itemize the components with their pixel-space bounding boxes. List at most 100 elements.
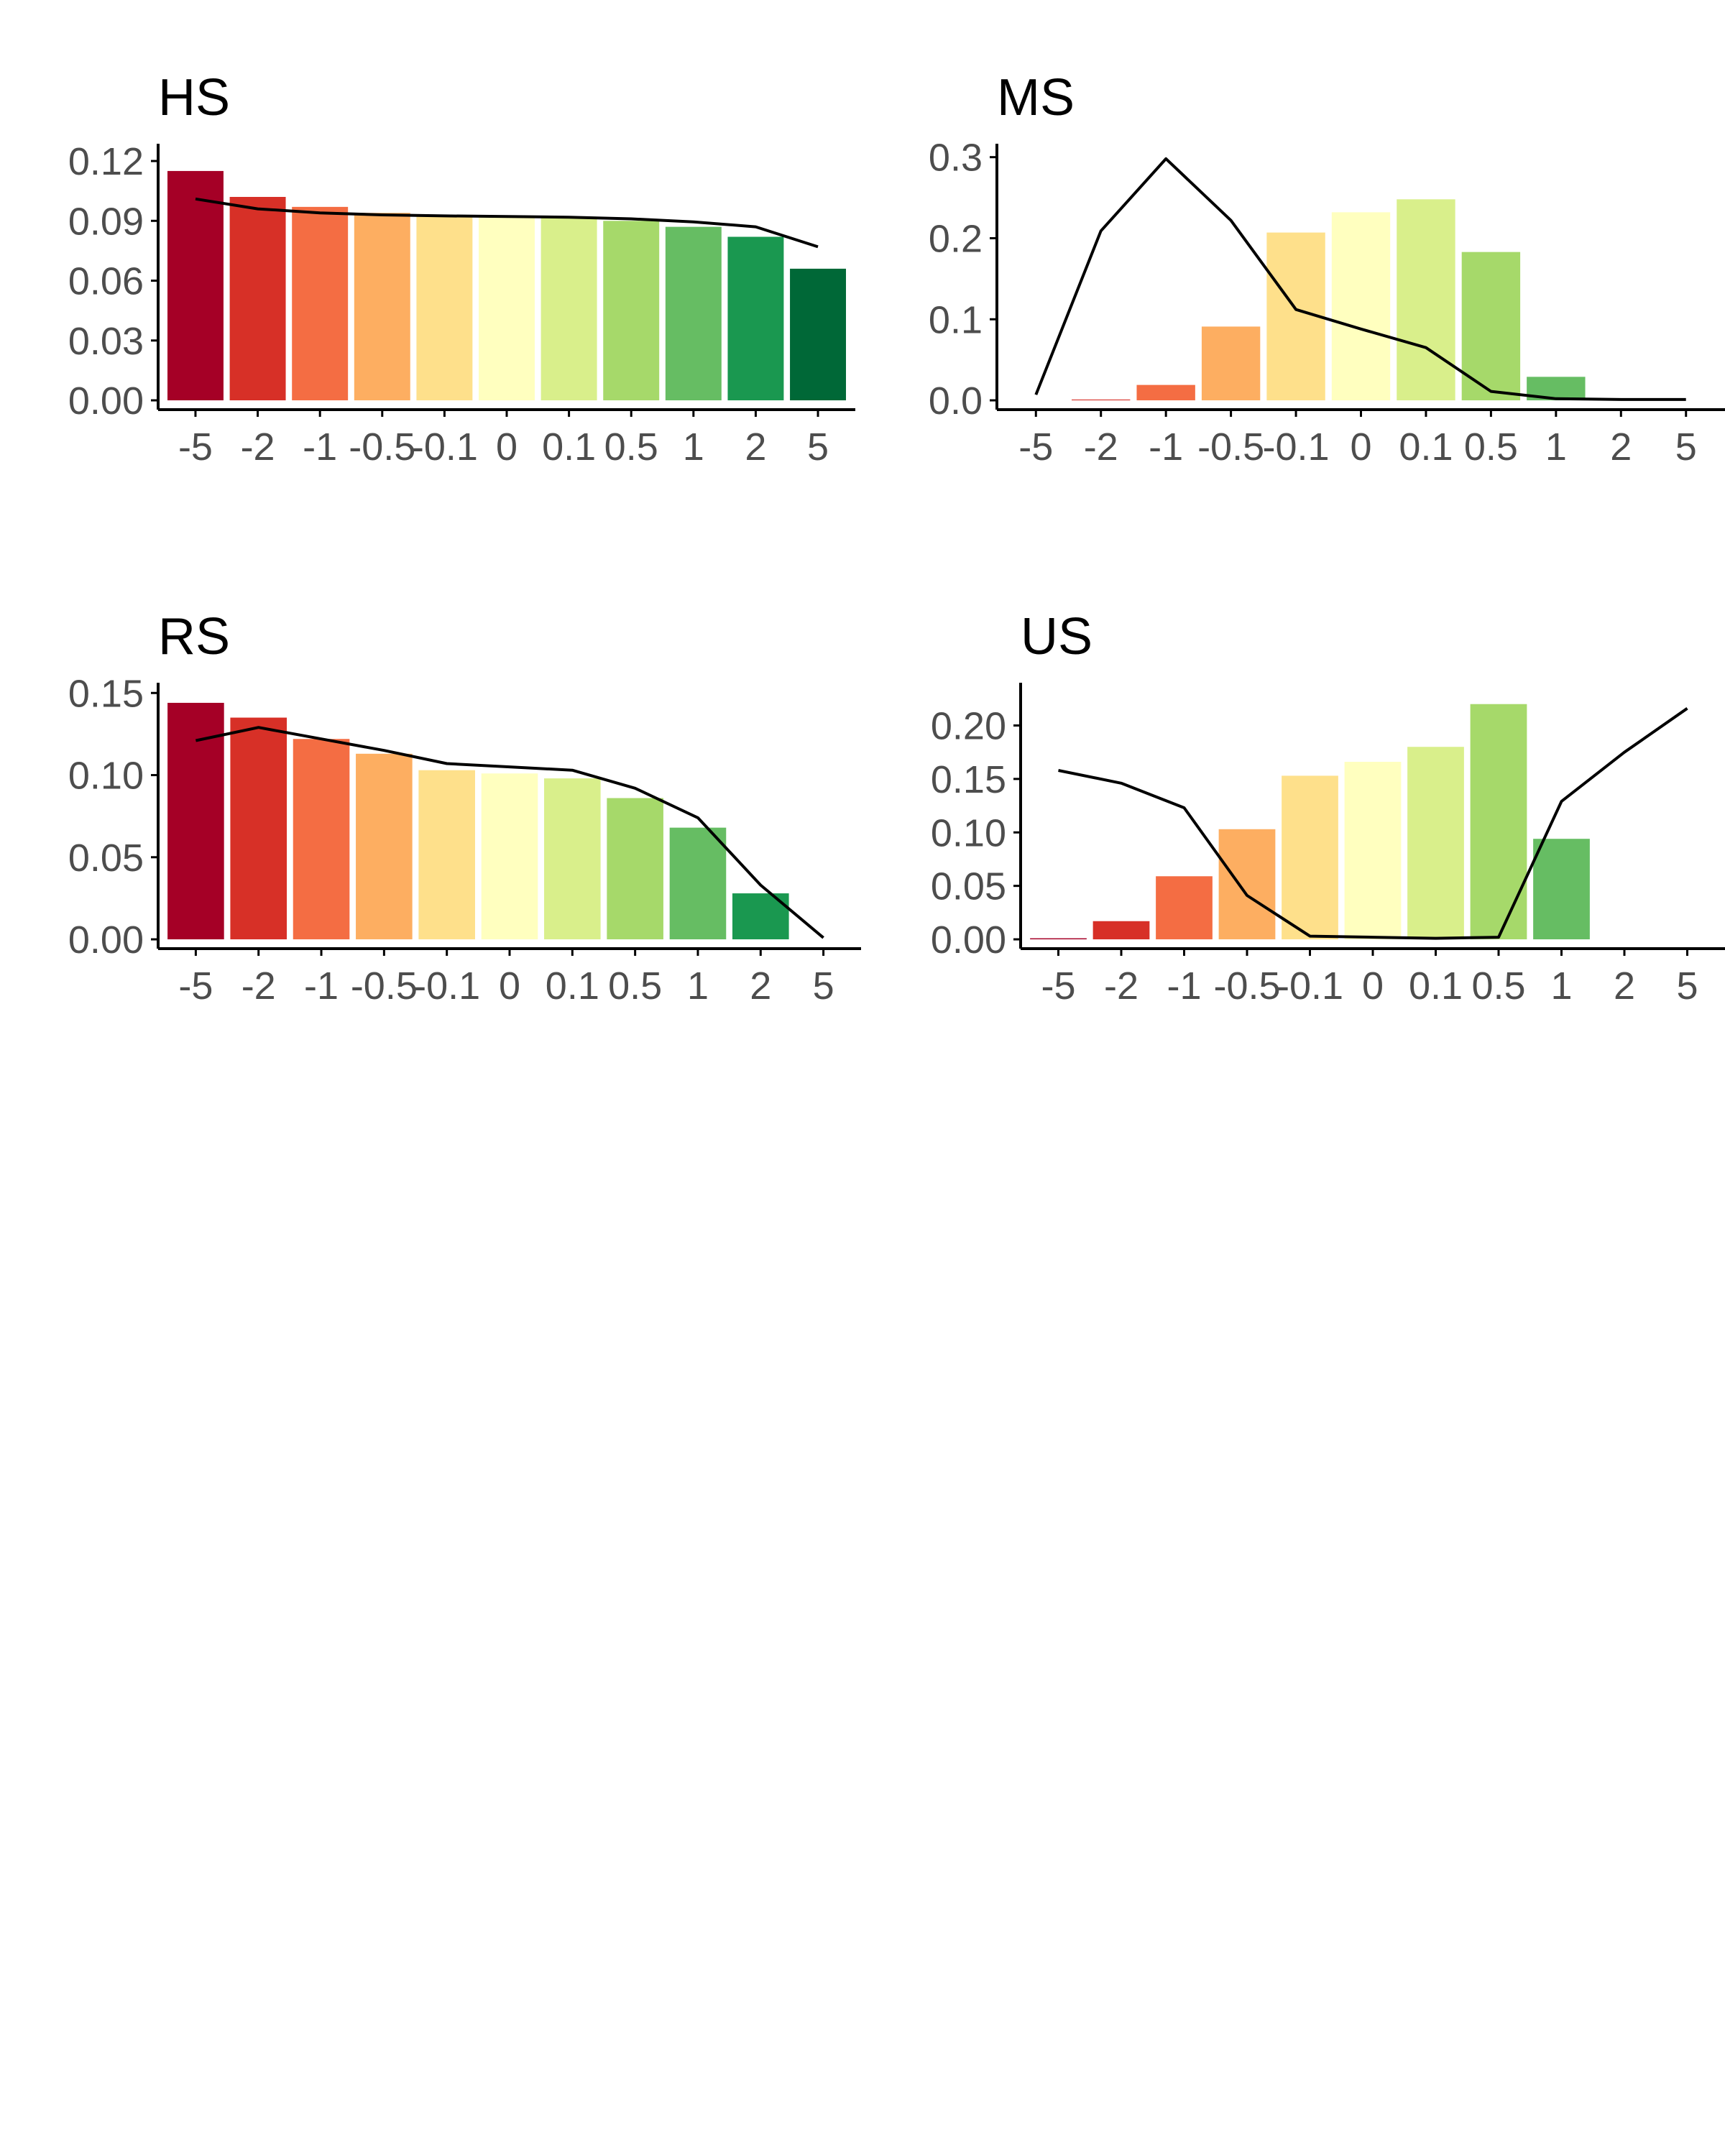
- us-ytick-label-0: 0.00: [931, 918, 1006, 962]
- hs-line: [195, 197, 819, 249]
- rs-line: [195, 726, 824, 939]
- rs-xtick-label-6: 0.1: [546, 964, 599, 1008]
- rs-bar-0: [167, 702, 224, 940]
- us-xtick-label-4: -0.1: [1276, 964, 1343, 1008]
- rs-bar-3: [356, 753, 413, 940]
- panel-ms: MS0.00.10.20.3-5 -2 -1 -0.5-0.1 0 0.1 0.5 1 2 5: [929, 69, 1725, 469]
- rs-bar-8: [669, 827, 727, 940]
- rs-xtick-label-0: -5: [178, 964, 213, 1008]
- us-bar-7: [1470, 704, 1527, 940]
- hs-ytick-label-4: 0.12: [68, 140, 144, 183]
- ms-xtick-label-2: -1: [1149, 425, 1183, 469]
- rs-xtick-label-8: 1: [687, 964, 709, 1008]
- rs-bar-2: [293, 739, 350, 940]
- ms-xtick-label-10: 5: [1675, 425, 1697, 469]
- us-bar-5: [1344, 762, 1402, 940]
- hs-xtick-label-6: 0.1: [542, 425, 596, 469]
- hs-bar-1: [229, 197, 286, 401]
- hs-bar-10: [790, 268, 847, 401]
- rs-xtick-label-3: -0.5: [351, 964, 418, 1008]
- panel-rs: RS 0.00 0.05 0.10 0.15 -5 -2 -1 -0.5-0.1 0 0.1 0.5 1…: [68, 608, 861, 1008]
- rs-xtick-label-1: -2: [242, 964, 276, 1008]
- hs-xtick-label-8: 1: [683, 425, 704, 469]
- us-bar-3: [1218, 829, 1276, 940]
- us-bar-4: [1282, 775, 1338, 940]
- us-xtick-label-1: -2: [1104, 964, 1138, 1008]
- hs-xtick-label-1: -2: [241, 425, 275, 469]
- hs-xtick-label-10: 5: [807, 425, 829, 469]
- ms-ytick-label-0: 0.0: [929, 379, 983, 423]
- rs-xtick-label-7: 0.5: [608, 964, 662, 1008]
- rs-bar-4: [418, 770, 475, 940]
- ms-xtick-label-0: -5: [1018, 425, 1053, 469]
- rs-title: RS: [158, 608, 230, 665]
- ms-ytick-label-2: 0.2: [929, 217, 983, 260]
- ms-xtick-label-6: 0.1: [1399, 425, 1453, 469]
- ms-ytick-label-1: 0.1: [929, 298, 983, 341]
- hs-ytick-label-2: 0.06: [68, 260, 144, 303]
- us-bar-8: [1533, 839, 1590, 940]
- hs-title: HS: [158, 69, 230, 126]
- ms-xtick-label-8: 1: [1545, 425, 1567, 469]
- hs-xtick-label-0: -5: [178, 425, 213, 469]
- ms-bar-3: [1201, 326, 1261, 401]
- us-title: US: [1021, 608, 1092, 665]
- us-ytick-label-3: 0.15: [931, 758, 1006, 801]
- ms-bar-6: [1397, 199, 1455, 401]
- hs-xtick-label-3: -0.5: [349, 425, 415, 469]
- us-ytick-label-1: 0.05: [931, 865, 1006, 908]
- us-bar-6: [1407, 747, 1464, 940]
- us-xtick-label-6: 0.1: [1409, 964, 1463, 1008]
- us-xtick-label-3: -0.5: [1213, 964, 1280, 1008]
- ms-bar-2: [1136, 384, 1195, 401]
- ms-bar-5: [1331, 212, 1391, 401]
- ms-xtick-label-9: 2: [1610, 425, 1632, 469]
- rs-ytick-label-2: 0.10: [68, 755, 144, 798]
- hs-ytick-label-0: 0.00: [68, 379, 144, 423]
- rs-ytick-label-1: 0.05: [68, 837, 144, 880]
- rs-xtick-label-4: -0.1: [413, 964, 480, 1008]
- rs-bar-1: [230, 717, 288, 940]
- ms-xtick-label-1: -2: [1084, 425, 1118, 469]
- ms-bar-7: [1461, 252, 1521, 401]
- us-xtick-label-5: 0: [1362, 964, 1384, 1008]
- us-ytick-label-4: 0.20: [931, 704, 1006, 747]
- us-line: [1058, 707, 1688, 940]
- us-xtick-label-0: -5: [1041, 964, 1075, 1008]
- us-xtick-label-7: 0.5: [1471, 964, 1525, 1008]
- hs-xtick-label-7: 0.5: [604, 425, 658, 469]
- us-xtick-label-9: 2: [1614, 964, 1635, 1008]
- rs-xtick-label-9: 2: [750, 964, 771, 1008]
- us-ytick-label-2: 0.10: [931, 811, 1006, 854]
- ms-xtick-label-4: -0.1: [1263, 425, 1330, 469]
- hs-xtick-label-9: 2: [745, 425, 766, 469]
- hs-bar-6: [540, 216, 597, 401]
- hs-ytick-label-1: 0.03: [68, 320, 144, 363]
- ms-ytick-label-3: 0.3: [929, 137, 983, 180]
- panel-us: US0.000.050.100.150.20-5 -2 -1 -0.5-0.1 0 0.1…: [931, 608, 1725, 1008]
- rs-xtick-label-10: 5: [813, 964, 834, 1008]
- hs-bar-5: [479, 216, 535, 401]
- hs-bar-7: [603, 221, 660, 401]
- rs-xtick-label-2: -1: [304, 964, 339, 1008]
- hs-bar-9: [727, 236, 784, 401]
- hs-bar-8: [665, 226, 722, 401]
- rs-xtick-label-5: 0: [499, 964, 520, 1008]
- ms-xtick-label-3: -0.5: [1197, 425, 1264, 469]
- hs-ytick-label-3: 0.09: [68, 200, 144, 243]
- ms-line: [1034, 157, 1686, 401]
- ms-title: MS: [997, 69, 1075, 126]
- rs-bar-5: [481, 773, 538, 940]
- ms-xtick-label-7: 0.5: [1464, 425, 1518, 469]
- hs-bar-0: [167, 170, 224, 401]
- hs-xtick-label-5: 0: [496, 425, 518, 469]
- hs-bar-4: [416, 214, 473, 401]
- panel-hs: HS0.000.030.060.090.12-5 -2 -1 -0.5-0.1 0 0.1…: [68, 69, 855, 469]
- rs-ytick-label-0: 0.00: [68, 918, 144, 962]
- us-xtick-label-10: 5: [1676, 964, 1698, 1008]
- us-bar-2: [1156, 876, 1213, 940]
- hs-xtick-label-4: -0.1: [411, 425, 478, 469]
- rs-bar-7: [607, 798, 663, 940]
- us-xtick-label-2: -1: [1167, 964, 1201, 1008]
- us-bar-1: [1092, 921, 1150, 940]
